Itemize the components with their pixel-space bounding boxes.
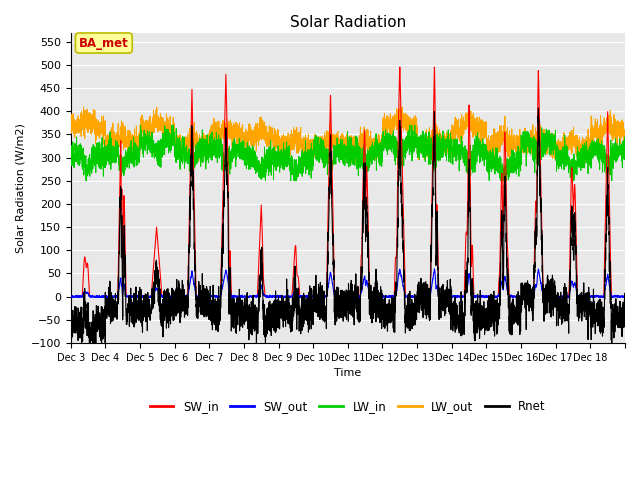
Title: Solar Radiation: Solar Radiation (290, 15, 406, 30)
Y-axis label: Solar Radiation (W/m2): Solar Radiation (W/m2) (15, 123, 25, 252)
X-axis label: Time: Time (334, 368, 362, 378)
Text: BA_met: BA_met (79, 36, 129, 49)
Legend: SW_in, SW_out, LW_in, LW_out, Rnet: SW_in, SW_out, LW_in, LW_out, Rnet (145, 395, 550, 418)
